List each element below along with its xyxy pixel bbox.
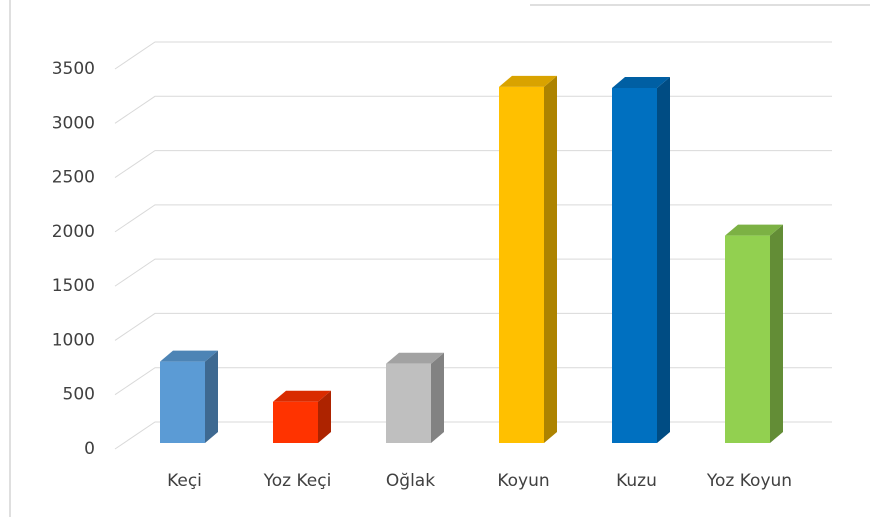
bar-front (273, 401, 318, 443)
bar (499, 75, 557, 443)
bar-side (205, 350, 218, 443)
x-tick-label: Yoz Keçi (263, 471, 332, 491)
bar-front (725, 235, 770, 443)
bar (386, 352, 444, 443)
bar (612, 76, 670, 443)
y-tick-label: 3500 (52, 59, 95, 79)
bar-top (499, 75, 557, 87)
bar-side (657, 76, 670, 443)
y-tick-label: 1500 (52, 276, 95, 296)
grid-line (114, 367, 832, 396)
bar-front (499, 86, 544, 443)
y-tick-label: 3000 (52, 113, 95, 133)
y-tick-label: 500 (63, 385, 95, 405)
grid-line (114, 204, 832, 233)
bar (725, 224, 783, 443)
bar-top (386, 352, 444, 364)
y-tick-label: 2000 (52, 222, 95, 242)
bar (273, 390, 331, 443)
bar-top (160, 350, 218, 362)
x-tick-label: Koyun (497, 471, 549, 491)
bar-side (318, 390, 331, 443)
grid-line (114, 95, 832, 124)
x-tick-label: Yoz Koyun (706, 471, 792, 491)
bar-front (386, 363, 431, 443)
grid-line (114, 258, 832, 287)
x-tick-label: Oğlak (386, 471, 435, 491)
bar-top (725, 224, 783, 236)
x-tick-label: Keçi (167, 471, 202, 491)
bar-side (431, 352, 444, 443)
bar-top (612, 76, 670, 88)
grid-line (114, 312, 832, 341)
grid-line (114, 421, 832, 450)
y-tick-label: 1000 (52, 330, 95, 350)
bar-side (770, 224, 783, 443)
x-tick-label: Kuzu (616, 471, 657, 491)
bar-front (612, 87, 657, 443)
y-tick-label: 2500 (52, 168, 95, 188)
bar-top (273, 390, 331, 402)
bar (160, 350, 218, 443)
grid-line (114, 41, 832, 70)
bar-front (160, 361, 205, 443)
grid-line (114, 150, 832, 178)
bar-side (544, 75, 557, 443)
y-tick-label: 0 (84, 439, 95, 459)
